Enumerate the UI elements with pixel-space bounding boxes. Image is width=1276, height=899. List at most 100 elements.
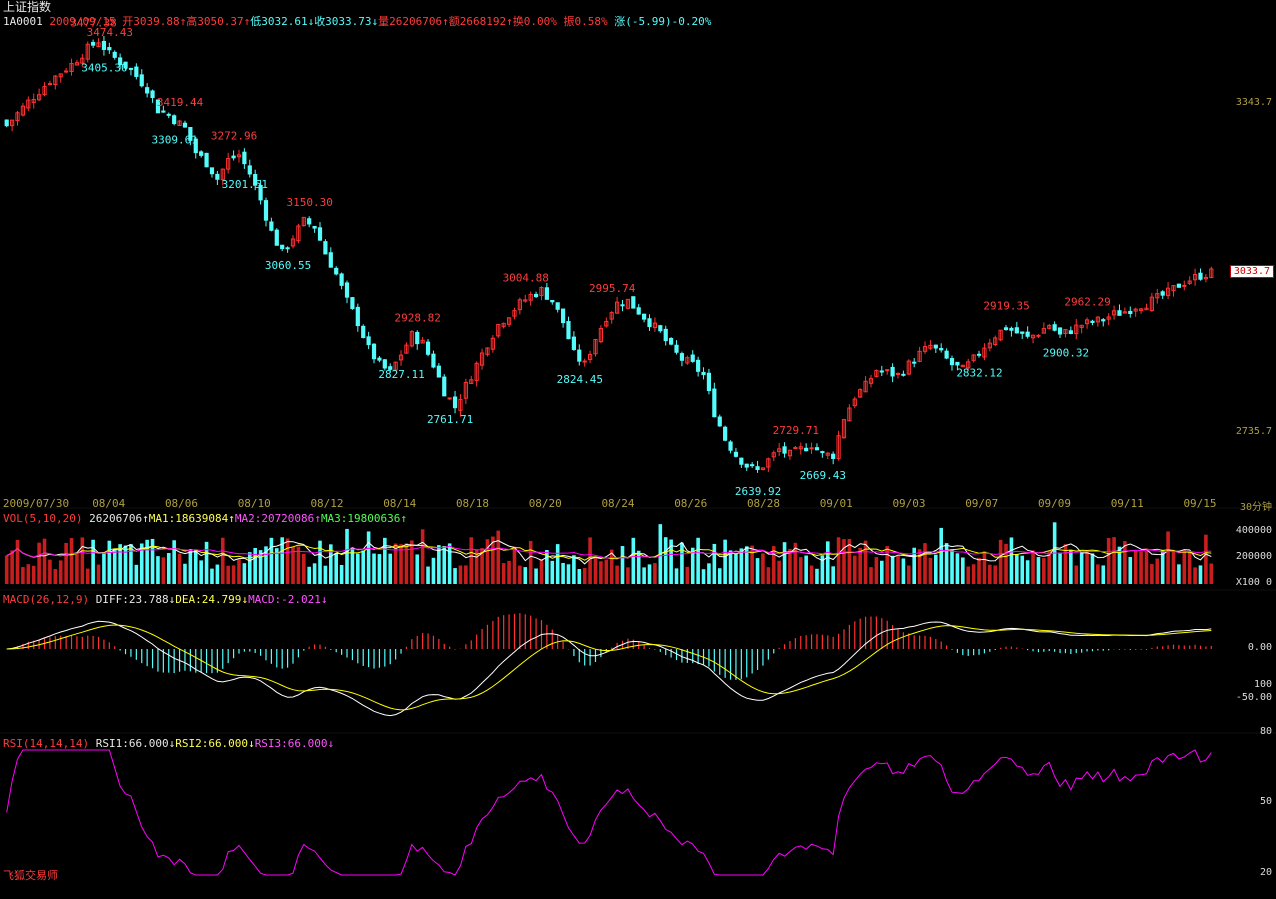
volume-bar[interactable]: [788, 548, 792, 584]
volume-bar[interactable]: [1004, 543, 1008, 584]
volume-bar[interactable]: [1079, 552, 1084, 584]
volume-bar[interactable]: [215, 564, 220, 584]
volume-bar[interactable]: [696, 537, 700, 584]
candle-body[interactable]: [371, 343, 377, 360]
candle-body[interactable]: [155, 99, 161, 114]
volume-bar[interactable]: [993, 565, 998, 584]
candle-body[interactable]: [928, 344, 933, 349]
candle-body[interactable]: [355, 306, 360, 327]
volume-bar[interactable]: [599, 561, 603, 584]
candle-body[interactable]: [436, 365, 441, 378]
candle-body[interactable]: [809, 447, 814, 450]
candle-body[interactable]: [452, 396, 458, 409]
volume-bar[interactable]: [874, 557, 879, 584]
candle-body[interactable]: [1025, 331, 1030, 337]
candle-body[interactable]: [236, 154, 242, 158]
candle-body[interactable]: [706, 372, 712, 392]
volume-bar[interactable]: [1155, 558, 1160, 584]
candle-body[interactable]: [496, 323, 501, 337]
volume-bar[interactable]: [707, 563, 711, 584]
volume-bar[interactable]: [420, 529, 425, 584]
candle-body[interactable]: [1084, 319, 1090, 325]
candle-body[interactable]: [161, 110, 166, 113]
volume-bar[interactable]: [636, 550, 641, 584]
candle-body[interactable]: [771, 452, 776, 458]
volume-bar[interactable]: [890, 555, 895, 584]
volume-bar[interactable]: [1101, 565, 1106, 584]
volume-bar[interactable]: [172, 540, 176, 584]
volume-bar[interactable]: [545, 549, 549, 584]
candle-body[interactable]: [312, 225, 317, 229]
volume-bars[interactable]: [4, 522, 1214, 584]
candle-body[interactable]: [652, 322, 658, 329]
candle-body[interactable]: [1122, 311, 1127, 314]
volume-bar[interactable]: [961, 557, 965, 584]
volume-bar[interactable]: [31, 565, 36, 584]
volume-bar[interactable]: [879, 560, 884, 584]
volume-bar[interactable]: [852, 555, 857, 584]
volume-bar[interactable]: [626, 567, 630, 584]
volume-bar[interactable]: [96, 564, 101, 584]
volume-bar[interactable]: [1123, 540, 1127, 584]
volume-bar[interactable]: [609, 549, 614, 584]
volume-bar[interactable]: [1020, 555, 1025, 584]
volume-bar[interactable]: [377, 554, 382, 584]
candle-body[interactable]: [766, 458, 771, 468]
volume-bar[interactable]: [917, 549, 922, 584]
candle-body[interactable]: [1144, 307, 1149, 311]
volume-bar[interactable]: [858, 547, 862, 584]
candle-body[interactable]: [1209, 268, 1214, 279]
volume-bar[interactable]: [690, 547, 695, 584]
candle-body[interactable]: [868, 378, 874, 384]
volume-bar[interactable]: [885, 546, 889, 584]
candle-body[interactable]: [582, 360, 587, 363]
volume-bar[interactable]: [1128, 556, 1133, 584]
candle-body[interactable]: [377, 357, 382, 361]
candle-body[interactable]: [615, 301, 620, 314]
candle-body[interactable]: [415, 331, 420, 345]
volume-bar[interactable]: [1074, 565, 1079, 584]
volume-bar[interactable]: [1031, 550, 1035, 584]
volume-bar[interactable]: [507, 560, 511, 584]
volume-bar[interactable]: [798, 557, 803, 584]
candle-body[interactable]: [906, 360, 911, 375]
volume-bar[interactable]: [1090, 553, 1095, 584]
volume-bar[interactable]: [685, 566, 690, 584]
volume-bar[interactable]: [955, 553, 960, 584]
volume-bar[interactable]: [274, 548, 279, 584]
candle-body[interactable]: [177, 120, 182, 126]
volume-bar[interactable]: [1193, 567, 1197, 584]
volume-bar[interactable]: [312, 563, 317, 584]
volume-bar[interactable]: [139, 543, 144, 584]
candle-body[interactable]: [350, 297, 355, 310]
candle-body[interactable]: [777, 448, 782, 452]
volume-bar[interactable]: [518, 565, 522, 584]
candle-body[interactable]: [1165, 287, 1171, 297]
volume-bar[interactable]: [469, 537, 474, 584]
volume-bar[interactable]: [1047, 550, 1052, 584]
candle-body[interactable]: [674, 344, 679, 353]
volume-bar[interactable]: [431, 557, 436, 584]
volume-bar[interactable]: [253, 547, 257, 584]
volume-bar[interactable]: [102, 552, 106, 584]
volume-bar[interactable]: [820, 555, 825, 584]
volume-bar[interactable]: [642, 567, 646, 584]
volume-bar[interactable]: [863, 540, 868, 584]
candle-body[interactable]: [15, 112, 20, 122]
candle-body[interactable]: [101, 40, 107, 50]
candle-body[interactable]: [242, 151, 247, 165]
candle-body[interactable]: [593, 338, 598, 355]
candle-body[interactable]: [31, 98, 36, 103]
candle-body[interactable]: [750, 464, 755, 467]
candle-body[interactable]: [431, 353, 436, 368]
volume-bar[interactable]: [631, 537, 636, 584]
volume-bar[interactable]: [188, 549, 193, 584]
volume-bar[interactable]: [1160, 550, 1165, 584]
volume-bar[interactable]: [528, 540, 533, 584]
candle-body[interactable]: [398, 354, 404, 361]
volume-bar[interactable]: [361, 550, 366, 584]
volume-bar[interactable]: [474, 549, 479, 584]
volume-bar[interactable]: [356, 553, 360, 584]
candle-body[interactable]: [388, 366, 393, 370]
candle-body[interactable]: [804, 447, 809, 452]
